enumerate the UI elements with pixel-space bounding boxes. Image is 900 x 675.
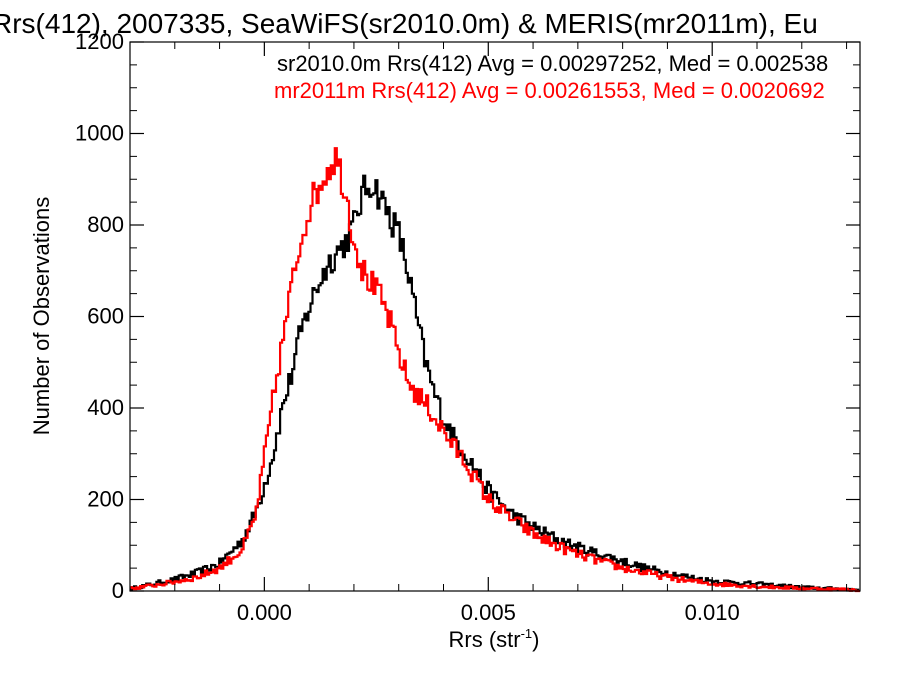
- y-tick-label-4: 800: [87, 212, 124, 237]
- y-tick-label-1: 200: [87, 487, 124, 512]
- y-tick-label-6: 1200: [75, 29, 124, 54]
- series-line-0: [130, 174, 860, 592]
- x-tick-label-2: 0.010: [685, 600, 740, 625]
- chart-title: Rrs(412), 2007335, SeaWiFS(sr2010.0m) & …: [0, 8, 818, 39]
- x-axis-label-superscript: -1: [521, 626, 533, 641]
- y-tick-label-2: 400: [87, 395, 124, 420]
- legend-entry-mr2011: mr2011m Rrs(412) Avg = 0.00261553, Med =…: [274, 78, 825, 103]
- x-axis-label-text: Rrs (str: [449, 627, 521, 652]
- y-tick-label-0: 0: [112, 578, 124, 603]
- plot-area: 0 200 400 600 800 1000 1200 0.000 0.005 0.010: [75, 29, 861, 625]
- legend-entry-sr2010: sr2010.0m Rrs(412) Avg = 0.00297252, Med…: [277, 51, 828, 76]
- y-tick-label-5: 1000: [75, 121, 124, 146]
- series-line-1: [130, 147, 860, 593]
- x-tick-label-0: 0.000: [237, 600, 292, 625]
- x-axis-label-close: ): [532, 627, 539, 652]
- y-tick-label-3: 600: [87, 304, 124, 329]
- y-axis-label: Number of Observations: [29, 197, 54, 435]
- x-axis-label: Rrs (str-1): [449, 626, 540, 652]
- x-tick-label-1: 0.005: [461, 600, 516, 625]
